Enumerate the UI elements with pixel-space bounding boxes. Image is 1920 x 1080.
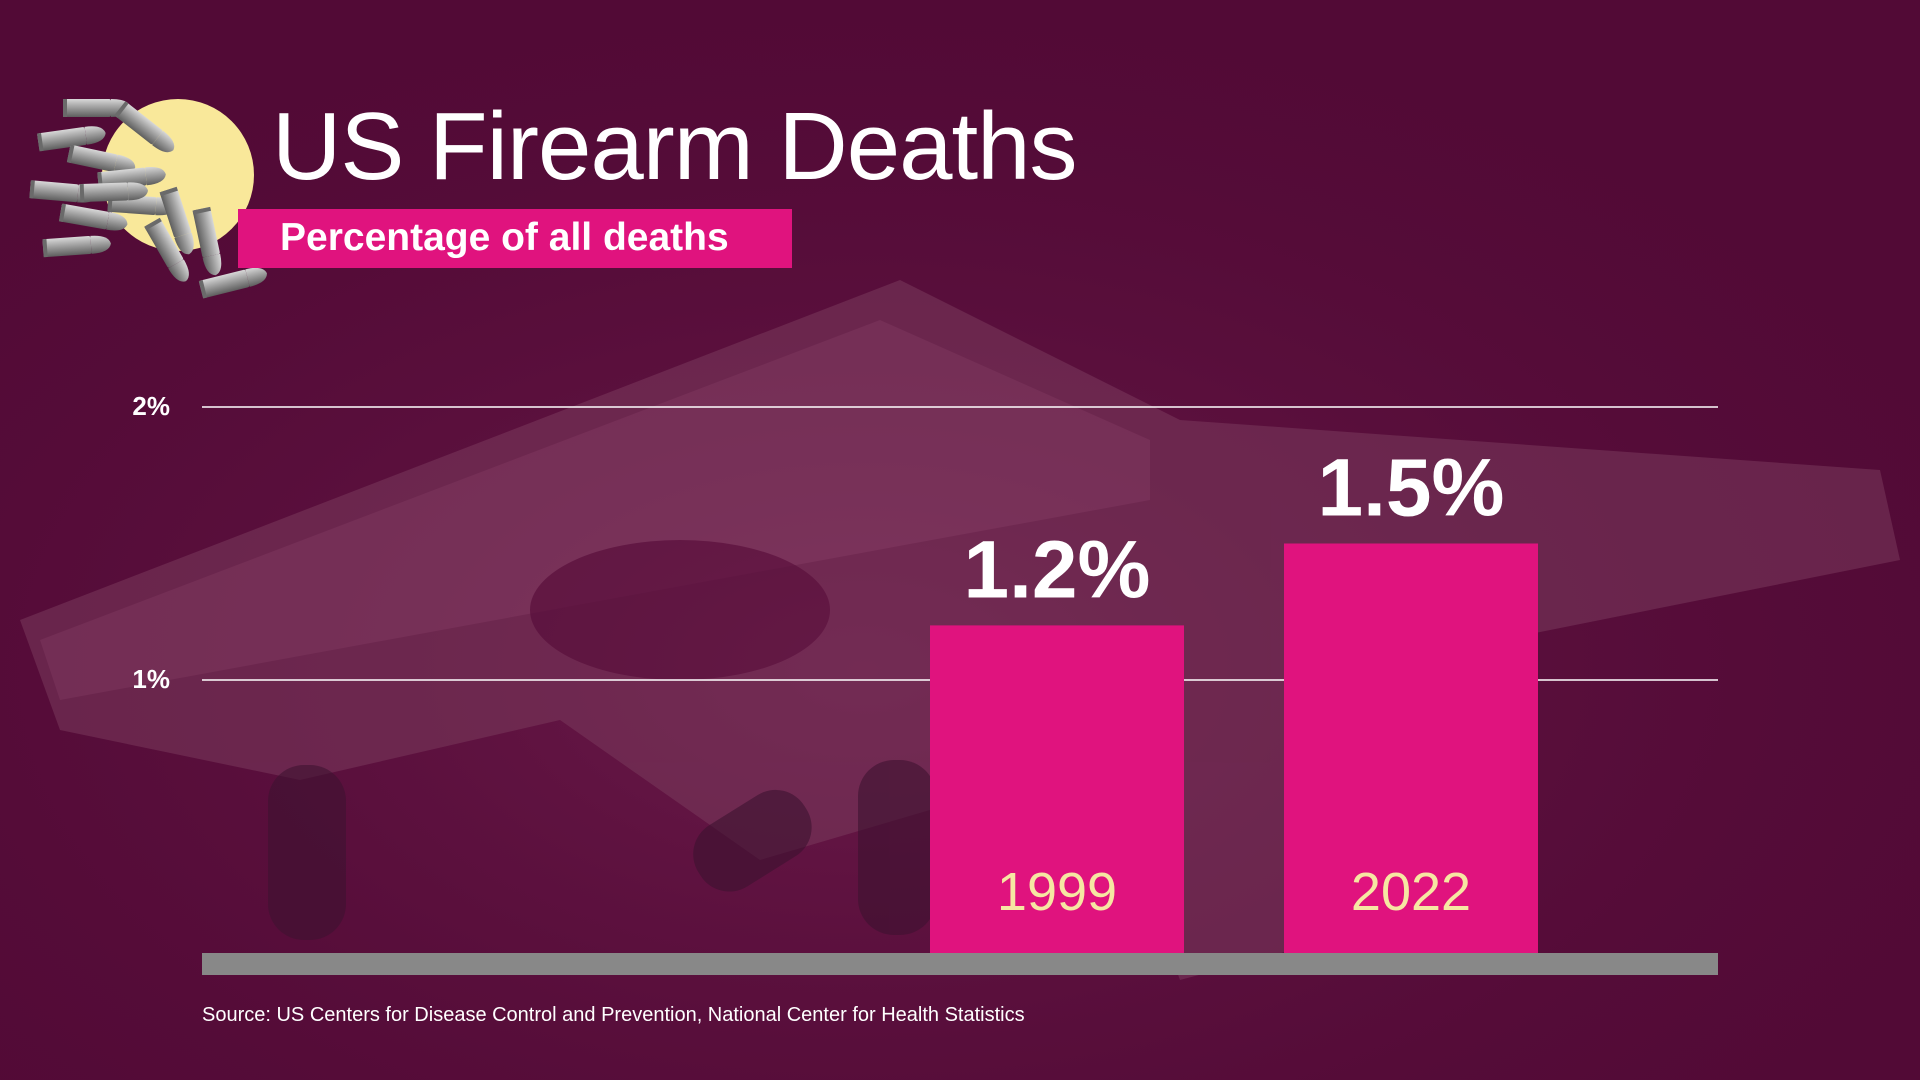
category-label: 1999 [997, 862, 1117, 922]
bullets-icon [29, 99, 267, 299]
bar-2022 [1284, 543, 1538, 953]
bullet-icon [66, 144, 136, 174]
y-tick-label: 2% [132, 391, 170, 421]
data-label: 1.2% [964, 524, 1151, 615]
chart: 1% 2% 1.2% 1.5% 1999 2022 [132, 391, 1718, 975]
bullet-icon [42, 235, 111, 258]
cartridges-on-floor [268, 760, 936, 940]
chart-subtitle: Percentage of all deaths [280, 216, 729, 259]
category-label: 2022 [1351, 862, 1471, 922]
bullet-icon [159, 186, 194, 255]
bullet-icon [144, 217, 189, 282]
source-note: Source: US Centers for Disease Control a… [202, 1004, 1025, 1026]
y-tick-label: 1% [132, 664, 170, 694]
bullet-icon [198, 267, 267, 299]
data-label: 1.5% [1318, 443, 1505, 534]
subtitle-banner [238, 209, 792, 268]
bullet-icon [37, 126, 106, 152]
chart-title: US Firearm Deaths [272, 93, 1078, 200]
bullet-icon [79, 182, 148, 203]
bar-1999 [930, 625, 1184, 953]
bullet-icon [192, 206, 222, 276]
bullet-icon [58, 203, 128, 231]
x-axis-baseline [202, 953, 1718, 975]
bullet-icon [114, 101, 175, 153]
